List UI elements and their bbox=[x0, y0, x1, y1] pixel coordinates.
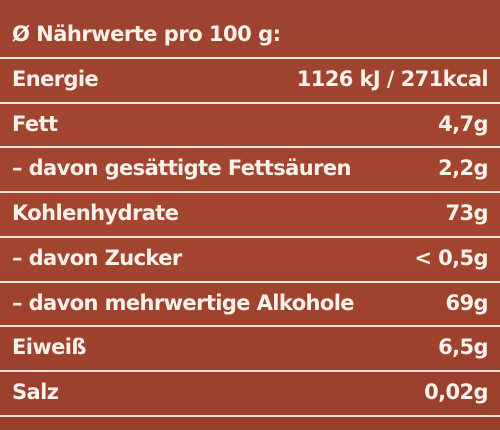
rule bbox=[0, 369, 500, 372]
rule bbox=[0, 101, 500, 104]
nutrient-value: < 0,5g bbox=[414, 245, 488, 270]
nutrient-value: 6,5g bbox=[438, 335, 488, 360]
rule bbox=[0, 414, 500, 417]
nutrient-name: Eiweiß bbox=[12, 335, 86, 360]
rule bbox=[0, 146, 500, 149]
nutrient-name: Kohlenhydrate bbox=[12, 201, 179, 226]
rule bbox=[0, 57, 500, 59]
nutrient-value: 73g bbox=[445, 201, 489, 226]
nutrient-value: 1126 kJ / 271kcal bbox=[296, 67, 489, 91]
nutrient-name: – davon Zucker bbox=[12, 245, 182, 270]
rule bbox=[0, 280, 500, 283]
nutrient-value: 0,02g bbox=[424, 379, 488, 404]
nutrient-value: 4,7g bbox=[438, 111, 488, 136]
nutrient-name: – davon mehrwertige Alkohole bbox=[12, 290, 355, 315]
rule bbox=[0, 325, 500, 328]
nutrient-value: 69g bbox=[445, 290, 489, 315]
nutrient-name: Salz bbox=[12, 379, 59, 404]
rule bbox=[0, 191, 500, 194]
nutrient-value: 2,2g bbox=[438, 156, 488, 181]
title: Ø Nährwerte pro 100 g: bbox=[12, 22, 281, 46]
rule bbox=[0, 235, 500, 238]
nutrient-name: Fett bbox=[12, 111, 58, 136]
nutrient-name: Energie bbox=[12, 67, 99, 91]
nutrient-name: – davon gesättigte Fettsäuren bbox=[12, 156, 351, 181]
